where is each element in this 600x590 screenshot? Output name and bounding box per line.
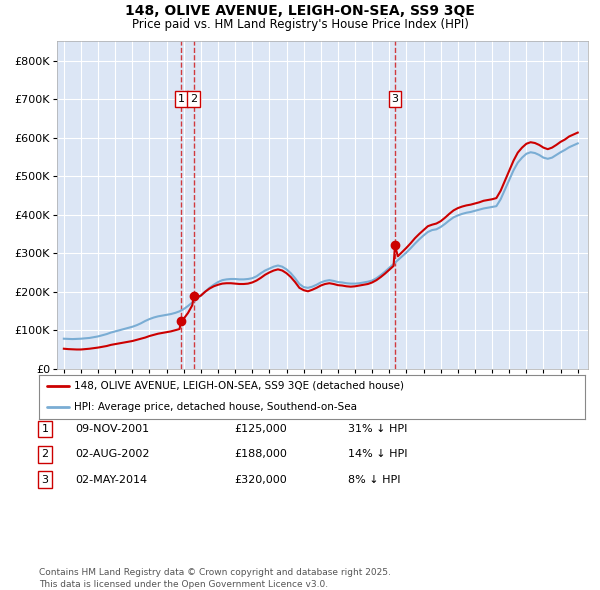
Text: 1: 1 bbox=[178, 94, 185, 104]
Text: 3: 3 bbox=[41, 475, 49, 484]
Text: £188,000: £188,000 bbox=[234, 450, 287, 459]
Text: 3: 3 bbox=[391, 94, 398, 104]
Text: Price paid vs. HM Land Registry's House Price Index (HPI): Price paid vs. HM Land Registry's House … bbox=[131, 18, 469, 31]
Text: 8% ↓ HPI: 8% ↓ HPI bbox=[348, 475, 401, 484]
Text: 148, OLIVE AVENUE, LEIGH-ON-SEA, SS9 3QE (detached house): 148, OLIVE AVENUE, LEIGH-ON-SEA, SS9 3QE… bbox=[74, 381, 404, 391]
Text: 148, OLIVE AVENUE, LEIGH-ON-SEA, SS9 3QE: 148, OLIVE AVENUE, LEIGH-ON-SEA, SS9 3QE bbox=[125, 4, 475, 18]
Text: 31% ↓ HPI: 31% ↓ HPI bbox=[348, 424, 407, 434]
Text: 2: 2 bbox=[41, 450, 49, 459]
Text: 14% ↓ HPI: 14% ↓ HPI bbox=[348, 450, 407, 459]
Text: £125,000: £125,000 bbox=[234, 424, 287, 434]
Text: 1: 1 bbox=[41, 424, 49, 434]
Text: HPI: Average price, detached house, Southend-on-Sea: HPI: Average price, detached house, Sout… bbox=[74, 402, 358, 411]
Text: 02-MAY-2014: 02-MAY-2014 bbox=[75, 475, 147, 484]
Text: Contains HM Land Registry data © Crown copyright and database right 2025.
This d: Contains HM Land Registry data © Crown c… bbox=[39, 568, 391, 589]
Text: 2: 2 bbox=[190, 94, 197, 104]
Text: £320,000: £320,000 bbox=[234, 475, 287, 484]
Text: 02-AUG-2002: 02-AUG-2002 bbox=[75, 450, 149, 459]
Text: 09-NOV-2001: 09-NOV-2001 bbox=[75, 424, 149, 434]
